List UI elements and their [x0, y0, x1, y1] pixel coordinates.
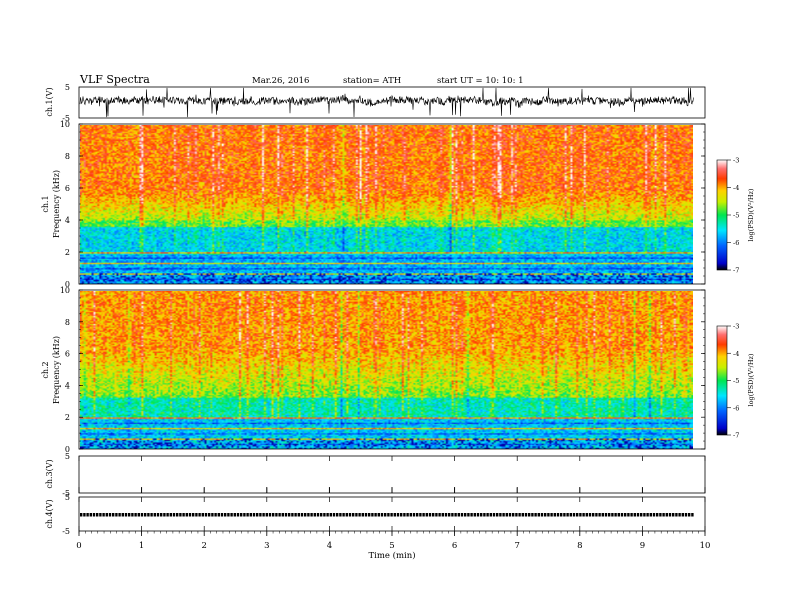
freq-tick-label: 2 — [65, 248, 70, 257]
time-axis-tick-label: 5 — [389, 541, 394, 551]
ch4-ytick-bottom: -5 — [62, 527, 70, 536]
ch1-ytick-top: 5 — [65, 83, 70, 92]
ch2-colorbar: -3 -4 -5 -6 -7 log(PSD)(V²/Hz) — [716, 323, 755, 440]
ch1-colorbar-gradient — [717, 160, 727, 270]
time-axis-tick-label: 1 — [139, 541, 144, 551]
date-label: Mar.26, 2016 — [252, 76, 309, 86]
ch1-spectrogram-panel: 0 2 4 6 8 10 ch.1 Frequency (kHz) — [41, 120, 706, 289]
ch4-waveform-ylabel: ch.4(V) — [45, 499, 54, 528]
ch3-minute-ticks — [78, 456, 706, 493]
time-axis-tick-label: 9 — [640, 541, 645, 551]
colorbar-tick-label: -4 — [733, 350, 739, 358]
ch1-freq-ticks: 0 2 4 6 8 10 — [60, 120, 705, 289]
ch2-spectrogram-panel: 0 2 4 6 8 10 ch.2 Frequency (kHz) — [41, 286, 706, 454]
ch3-waveform-panel: 5 -5 ch.3(V) — [45, 452, 706, 498]
time-axis-tick-label: 10 — [700, 541, 711, 551]
ch2-spectrogram-ylabel-frequency: Frequency (kHz) — [52, 336, 61, 404]
colorbar-tick-label: -7 — [733, 267, 739, 275]
colorbar-tick-label: -7 — [733, 432, 739, 440]
ch2-freq-ticks: 0 2 4 6 8 10 — [60, 286, 705, 454]
ch1-colorbar-label: log(PSD)(V²/Hz) — [747, 188, 755, 241]
ch1-colorbar-ticks: -3 -4 -5 -6 -7 — [727, 157, 739, 275]
colorbar-tick-label: -6 — [733, 239, 739, 247]
ch2-colorbar-gradient — [717, 326, 727, 435]
ch1-colorbar: -3 -4 -5 -6 -7 log(PSD)(V²/Hz) — [716, 157, 755, 275]
ch3-ytick-top: 5 — [65, 452, 70, 461]
colorbar-tick-label: -5 — [733, 377, 739, 385]
time-axis-tick-label: 4 — [327, 541, 332, 551]
time-axis-label: Time (min) — [368, 550, 415, 561]
time-axis-tick-label: 3 — [264, 541, 269, 551]
station-label: station= ATH — [343, 76, 401, 86]
ch1-ytick-bottom: -5 — [62, 114, 70, 123]
start-time-label: start UT = 10: 10: 1 — [437, 76, 524, 86]
freq-tick-label: 6 — [65, 184, 70, 193]
ch1-waveform-panel: 5 -5 ch.1(V) — [45, 83, 706, 123]
time-axis-tick-label: 2 — [201, 541, 206, 551]
ch4-minute-ticks — [78, 497, 706, 531]
freq-tick-label: 4 — [65, 216, 70, 225]
freq-tick-label: 0 — [65, 280, 70, 289]
time-axis-tick-label: 0 — [76, 541, 81, 551]
ch1-waveform-trace — [79, 87, 694, 118]
colorbar-tick-label: -5 — [733, 212, 739, 220]
freq-tick-label: 6 — [65, 350, 70, 359]
freq-tick-label: 8 — [65, 152, 70, 161]
ch1-spectrogram-image — [80, 125, 693, 284]
freq-tick-label: 8 — [65, 318, 70, 327]
ch1-spectrogram-ylabel-channel: ch.1 — [41, 195, 50, 212]
colorbar-tick-label: -6 — [733, 404, 739, 412]
ch4-waveform-panel: 5 -5 ch.4(V) — [45, 493, 706, 536]
figure-title: VLF Spectra — [79, 73, 150, 86]
ch1-waveform-ylabel: ch.1(V) — [45, 87, 54, 116]
ch4-ytick-top: 5 — [65, 493, 70, 502]
ch1-waveform-frame — [78, 86, 706, 119]
freq-tick-label: 2 — [65, 413, 70, 422]
ch2-spectrogram-image — [80, 291, 693, 449]
time-axis-tick-label: 7 — [514, 541, 519, 551]
ch2-colorbar-label: log(PSD)(V²/Hz) — [747, 353, 755, 406]
time-axis-tick-label: 8 — [577, 541, 582, 551]
colorbar-tick-label: -3 — [733, 323, 739, 331]
ch1-spectrogram-ylabel-frequency: Frequency (kHz) — [52, 170, 61, 238]
time-axis-ticks: 0 1 2 3 4 5 6 7 8 9 10 — [76, 531, 710, 551]
ch3-ytick-bottom: -5 — [62, 489, 70, 498]
freq-tick-label: 10 — [60, 120, 70, 129]
time-axis-tick-label: 6 — [452, 541, 457, 551]
freq-tick-label: 4 — [65, 381, 70, 390]
colorbar-tick-label: -3 — [733, 157, 739, 165]
ch2-colorbar-ticks: -3 -4 -5 -6 -7 — [727, 323, 739, 440]
colorbar-tick-label: -4 — [733, 184, 739, 192]
freq-tick-label: 10 — [60, 286, 70, 295]
freq-tick-label: 0 — [65, 445, 70, 454]
ch3-waveform-ylabel: ch.3(V) — [45, 459, 54, 488]
ch2-spectrogram-ylabel-channel: ch.2 — [41, 361, 50, 378]
